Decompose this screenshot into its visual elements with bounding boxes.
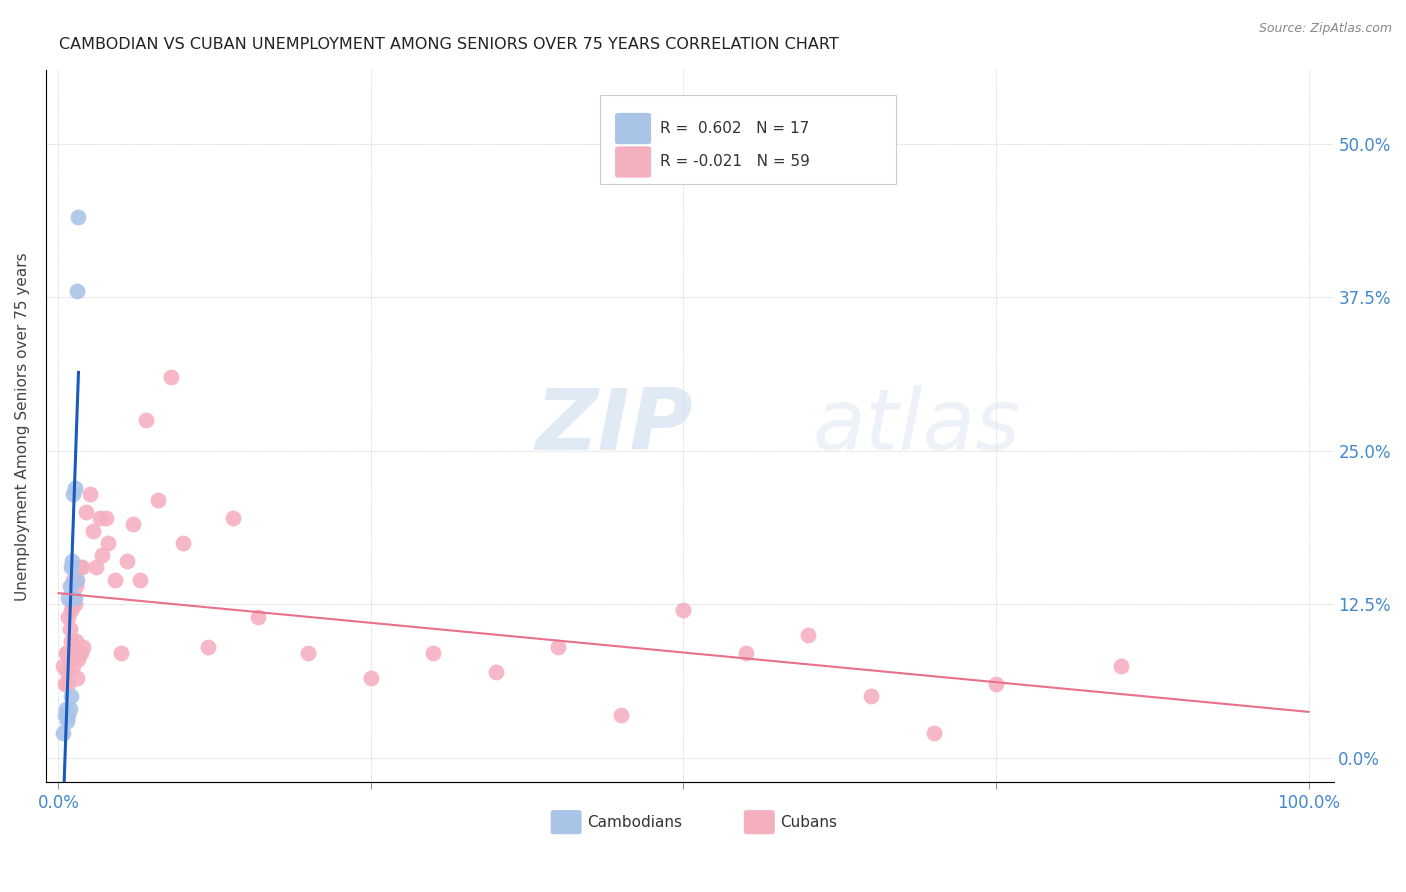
Point	[91, 548, 114, 562]
Point	[59, 622, 82, 636]
Point	[797, 628, 820, 642]
Text: Source: ZipAtlas.com: Source: ZipAtlas.com	[1258, 22, 1392, 36]
Point	[62, 573, 84, 587]
Point	[94, 511, 117, 525]
Point	[59, 701, 82, 715]
Point	[672, 603, 695, 617]
Point	[63, 591, 86, 606]
FancyBboxPatch shape	[614, 113, 651, 145]
Point	[70, 560, 93, 574]
Point	[67, 652, 90, 666]
Point	[58, 677, 80, 691]
Point	[70, 646, 93, 660]
Point	[222, 511, 245, 525]
Text: atlas: atlas	[813, 384, 1021, 467]
Point	[82, 524, 104, 538]
Point	[56, 714, 79, 728]
Point	[115, 554, 138, 568]
Point	[135, 413, 157, 427]
Point	[53, 677, 76, 691]
Point	[53, 707, 76, 722]
Point	[172, 536, 194, 550]
Point	[55, 646, 77, 660]
Point	[52, 658, 75, 673]
Text: Cambodians: Cambodians	[586, 814, 682, 830]
Text: Cubans: Cubans	[780, 814, 837, 830]
Point	[984, 677, 1007, 691]
Point	[297, 646, 319, 660]
Point	[104, 573, 127, 587]
FancyBboxPatch shape	[551, 810, 582, 834]
Point	[1109, 658, 1132, 673]
Point	[72, 640, 94, 655]
Point	[360, 671, 382, 685]
Point	[128, 573, 150, 587]
Point	[66, 671, 89, 685]
Point	[65, 634, 87, 648]
Point	[58, 591, 80, 606]
Point	[60, 597, 83, 611]
Point	[160, 370, 183, 384]
Point	[122, 517, 145, 532]
Point	[55, 701, 77, 715]
Point	[59, 603, 82, 617]
Point	[59, 579, 82, 593]
Point	[148, 492, 170, 507]
Point	[59, 690, 82, 704]
Point	[547, 640, 569, 655]
Point	[69, 560, 91, 574]
Text: R = -0.021   N = 59: R = -0.021 N = 59	[661, 154, 810, 169]
Point	[59, 652, 82, 666]
Text: R =  0.602   N = 17: R = 0.602 N = 17	[661, 121, 810, 136]
Point	[65, 573, 87, 587]
Point	[75, 505, 97, 519]
Point	[52, 726, 75, 740]
Point	[79, 487, 101, 501]
Point	[56, 646, 79, 660]
Point	[67, 211, 90, 225]
Point	[66, 284, 89, 298]
Point	[63, 646, 86, 660]
FancyBboxPatch shape	[744, 810, 775, 834]
Point	[247, 609, 270, 624]
Point	[60, 554, 83, 568]
Point	[58, 609, 80, 624]
Point	[859, 690, 882, 704]
FancyBboxPatch shape	[614, 146, 651, 178]
Point	[66, 573, 89, 587]
Point	[63, 597, 86, 611]
Point	[62, 658, 84, 673]
Point	[422, 646, 444, 660]
Point	[63, 481, 86, 495]
Text: ZIP: ZIP	[536, 384, 693, 467]
Point	[89, 511, 111, 525]
Point	[485, 665, 508, 679]
Point	[97, 536, 120, 550]
FancyBboxPatch shape	[599, 95, 896, 184]
Point	[922, 726, 945, 740]
Point	[56, 665, 79, 679]
Point	[65, 579, 87, 593]
Point	[62, 487, 84, 501]
Point	[60, 646, 83, 660]
Point	[197, 640, 219, 655]
Y-axis label: Unemployment Among Seniors over 75 years: Unemployment Among Seniors over 75 years	[15, 252, 30, 600]
Point	[58, 707, 80, 722]
Point	[59, 634, 82, 648]
Point	[110, 646, 132, 660]
Point	[735, 646, 758, 660]
Point	[610, 707, 633, 722]
Text: CAMBODIAN VS CUBAN UNEMPLOYMENT AMONG SENIORS OVER 75 YEARS CORRELATION CHART: CAMBODIAN VS CUBAN UNEMPLOYMENT AMONG SE…	[59, 37, 838, 53]
Point	[84, 560, 107, 574]
Point	[59, 560, 82, 574]
